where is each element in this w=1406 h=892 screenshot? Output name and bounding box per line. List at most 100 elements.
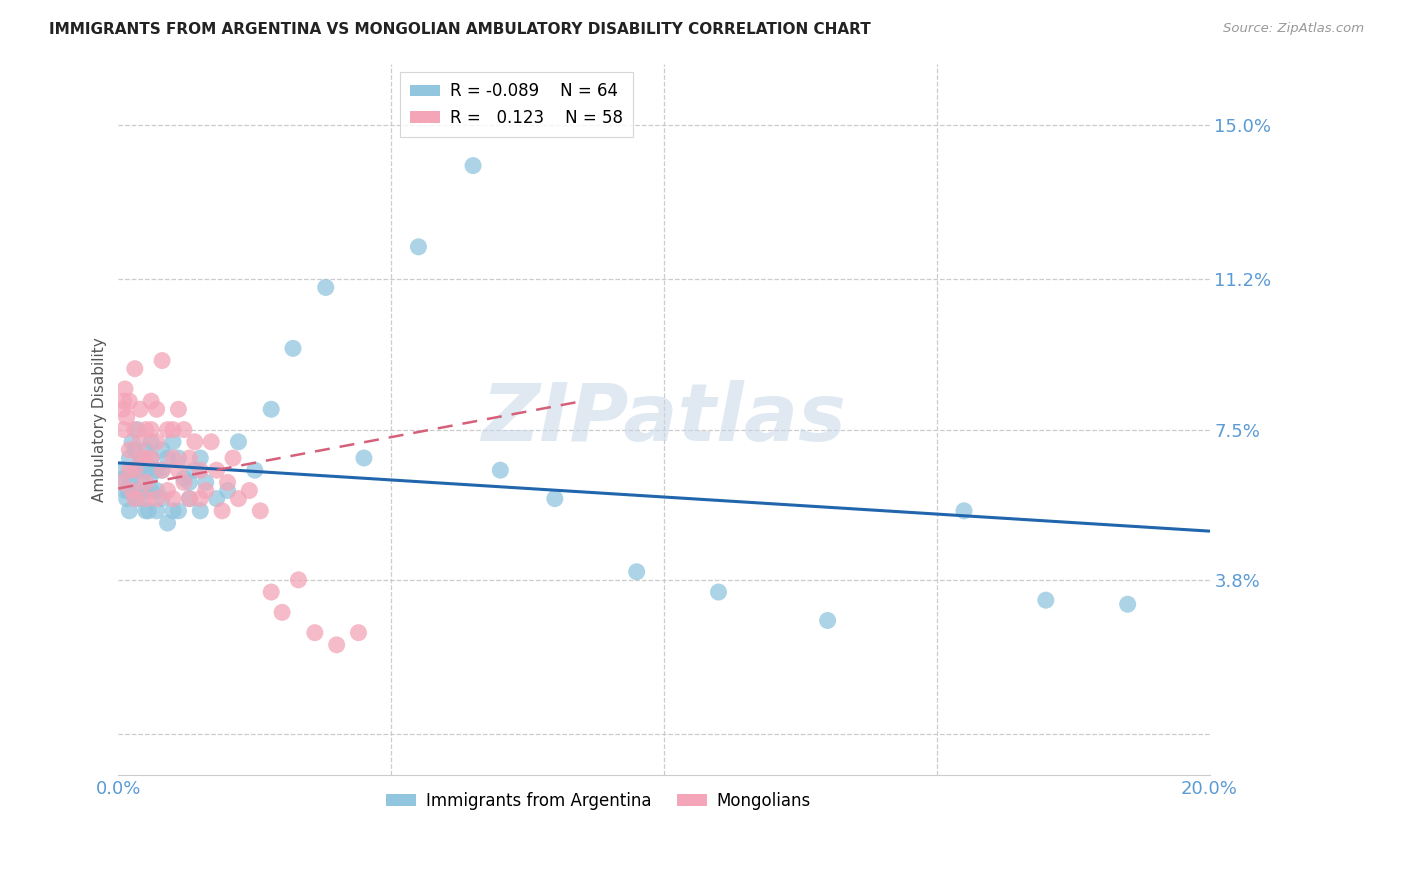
- Point: [626, 565, 648, 579]
- Point: [167, 450, 190, 465]
- Point: [141, 483, 163, 498]
- Point: [129, 471, 152, 485]
- Point: [115, 410, 138, 425]
- Point: [141, 450, 163, 465]
- Point: [112, 471, 135, 485]
- Point: [135, 475, 157, 490]
- Point: [173, 471, 195, 485]
- Point: [156, 516, 179, 530]
- Point: [544, 491, 567, 506]
- Point: [135, 483, 157, 498]
- Point: [124, 483, 146, 498]
- Point: [127, 423, 149, 437]
- Point: [228, 491, 250, 506]
- Point: [211, 504, 233, 518]
- Point: [111, 463, 134, 477]
- Point: [110, 475, 132, 490]
- Point: [461, 159, 484, 173]
- Point: [145, 504, 167, 518]
- Point: [150, 463, 173, 477]
- Point: [129, 434, 152, 449]
- Point: [249, 504, 271, 518]
- Text: ZIPatlas: ZIPatlas: [481, 380, 846, 458]
- Point: [162, 491, 184, 506]
- Point: [184, 463, 207, 477]
- Point: [325, 638, 347, 652]
- Point: [188, 463, 211, 477]
- Point: [200, 434, 222, 449]
- Point: [150, 353, 173, 368]
- Point: [304, 625, 326, 640]
- Point: [287, 573, 309, 587]
- Point: [141, 450, 163, 465]
- Point: [111, 402, 134, 417]
- Point: [162, 423, 184, 437]
- Point: [150, 442, 173, 457]
- Point: [243, 463, 266, 477]
- Point: [131, 450, 153, 465]
- Point: [150, 491, 173, 506]
- Point: [114, 483, 136, 498]
- Point: [953, 504, 976, 518]
- Point: [347, 625, 370, 640]
- Point: [156, 423, 179, 437]
- Point: [156, 450, 179, 465]
- Point: [271, 605, 294, 619]
- Point: [135, 442, 157, 457]
- Point: [135, 423, 157, 437]
- Point: [184, 434, 207, 449]
- Point: [260, 585, 283, 599]
- Point: [118, 442, 141, 457]
- Text: Source: ZipAtlas.com: Source: ZipAtlas.com: [1223, 22, 1364, 36]
- Point: [162, 504, 184, 518]
- Point: [188, 491, 211, 506]
- Point: [145, 402, 167, 417]
- Point: [121, 483, 143, 498]
- Point: [260, 402, 283, 417]
- Point: [138, 504, 160, 518]
- Point: [217, 483, 239, 498]
- Point: [129, 450, 152, 465]
- Legend: Immigrants from Argentina, Mongolians: Immigrants from Argentina, Mongolians: [380, 785, 817, 816]
- Point: [118, 463, 141, 477]
- Point: [124, 423, 146, 437]
- Point: [150, 463, 173, 477]
- Point: [118, 450, 141, 465]
- Point: [238, 483, 260, 498]
- Point: [135, 504, 157, 518]
- Point: [135, 463, 157, 477]
- Point: [817, 614, 839, 628]
- Point: [188, 504, 211, 518]
- Point: [125, 491, 148, 506]
- Point: [129, 402, 152, 417]
- Point: [408, 240, 430, 254]
- Point: [228, 434, 250, 449]
- Point: [489, 463, 512, 477]
- Point: [124, 442, 146, 457]
- Point: [707, 585, 730, 599]
- Point: [222, 450, 245, 465]
- Point: [179, 475, 201, 490]
- Point: [145, 483, 167, 498]
- Point: [124, 463, 146, 477]
- Point: [114, 382, 136, 396]
- Point: [145, 463, 167, 477]
- Point: [112, 423, 135, 437]
- Point: [179, 491, 201, 506]
- Point: [145, 491, 167, 506]
- Point: [1035, 593, 1057, 607]
- Point: [353, 450, 375, 465]
- Point: [315, 280, 337, 294]
- Text: IMMIGRANTS FROM ARGENTINA VS MONGOLIAN AMBULATORY DISABILITY CORRELATION CHART: IMMIGRANTS FROM ARGENTINA VS MONGOLIAN A…: [49, 22, 870, 37]
- Point: [118, 394, 141, 409]
- Point: [117, 483, 139, 498]
- Point: [179, 450, 201, 465]
- Point: [173, 475, 195, 490]
- Point: [120, 475, 142, 490]
- Point: [112, 394, 135, 409]
- Point: [217, 475, 239, 490]
- Point: [179, 491, 201, 506]
- Point: [205, 491, 228, 506]
- Point: [141, 394, 163, 409]
- Point: [135, 450, 157, 465]
